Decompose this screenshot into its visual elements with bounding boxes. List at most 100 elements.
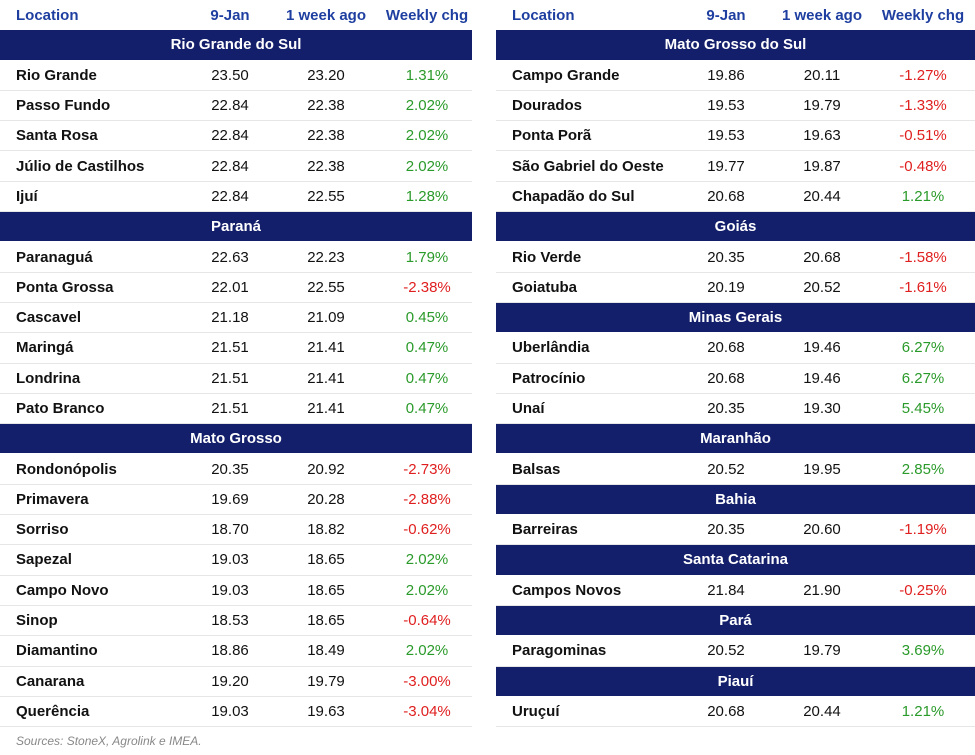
location-cell: Dourados — [512, 97, 583, 115]
location-cell: Rio Grande — [16, 66, 97, 84]
value-cell: 22.84 — [211, 187, 249, 205]
location-cell: Júlio de Castilhos — [16, 157, 145, 175]
value-cell: 22.84 — [211, 157, 249, 175]
value-cell: 20.68 — [707, 339, 745, 357]
value-cell: 18.53 — [211, 612, 249, 630]
region-header: Minas Gerais — [496, 302, 975, 334]
column-header: Weekly chg — [385, 6, 469, 24]
value-cell: 19.63 — [803, 127, 841, 145]
value-cell: 23.20 — [307, 66, 345, 84]
value-cell: 18.70 — [211, 521, 249, 539]
value-cell: 19.03 — [211, 551, 249, 569]
value-cell: -0.51% — [899, 127, 947, 145]
value-cell: 19.30 — [803, 400, 841, 417]
location-cell: Santa Rosa — [16, 127, 98, 145]
value-cell: 20.28 — [307, 490, 345, 508]
value-cell: 19.79 — [803, 642, 841, 660]
location-cell: Querência — [16, 702, 90, 720]
value-cell: 21.41 — [307, 339, 345, 357]
value-cell: 19.79 — [307, 672, 345, 690]
value-cell: -2.73% — [403, 460, 451, 478]
region-header: Mato Grosso — [0, 424, 472, 455]
value-cell: 19.86 — [707, 66, 745, 84]
value-cell: 20.60 — [803, 521, 841, 539]
value-cell: 22.84 — [211, 127, 249, 145]
value-cell: 2.02% — [405, 642, 449, 660]
data-row: Ponta Grossa 22.01 22.55 -2.38% — [0, 273, 472, 303]
location-cell: Ijuí — [16, 187, 38, 205]
location-cell: Cascavel — [16, 309, 82, 327]
data-row: Júlio de Castilhos 22.84 22.38 2.02% — [0, 151, 472, 182]
value-cell: 2.02% — [405, 127, 449, 145]
data-row: Rondonópolis 20.35 20.92 -2.73% — [0, 454, 472, 485]
value-cell: 0.45% — [405, 309, 449, 327]
data-row: Diamantino 18.86 18.49 2.02% — [0, 636, 472, 667]
value-cell: 2.02% — [405, 97, 449, 115]
location-cell: Ponta Porã — [512, 127, 592, 145]
header-row: Location 9-Jan 1 week ago Weekly chg — [496, 0, 975, 30]
value-cell: 21.51 — [211, 400, 249, 417]
value-cell: 19.53 — [707, 97, 745, 115]
value-cell: 21.51 — [211, 339, 249, 357]
data-row: Canarana 19.20 19.79 -3.00% — [0, 667, 472, 697]
value-cell: 20.68 — [707, 702, 745, 720]
value-cell: 18.65 — [307, 612, 345, 630]
value-cell: 19.46 — [803, 369, 841, 387]
data-row: Balsas 20.52 19.95 2.85% — [496, 454, 975, 485]
value-cell: 20.19 — [707, 278, 745, 296]
data-row: Sorriso 18.70 18.82 -0.62% — [0, 515, 472, 546]
data-row: Londrina 21.51 21.41 0.47% — [0, 364, 472, 394]
value-cell: 6.27% — [901, 339, 945, 357]
column-header: Location — [16, 6, 79, 24]
value-cell: 20.52 — [707, 460, 745, 478]
value-cell: 20.44 — [803, 702, 841, 720]
value-cell: 22.55 — [307, 278, 345, 296]
value-cell: 20.35 — [211, 460, 249, 478]
value-cell: 20.35 — [707, 521, 745, 539]
value-cell: 0.47% — [405, 369, 449, 387]
location-cell: Barreiras — [512, 521, 578, 539]
value-cell: -1.61% — [899, 278, 947, 296]
data-row: Unaí 20.35 19.30 5.45% — [496, 394, 975, 425]
data-row: Passo Fundo 22.84 22.38 2.02% — [0, 91, 472, 122]
data-row: Uruçuí 20.68 20.44 1.21% — [496, 697, 975, 728]
value-cell: 20.44 — [803, 187, 841, 205]
value-cell: 20.11 — [803, 66, 841, 84]
region-header: Piauí — [496, 666, 975, 697]
region-header: Maranhão — [496, 424, 975, 455]
value-cell: 22.63 — [211, 248, 249, 266]
value-cell: 18.82 — [307, 521, 345, 539]
location-cell: Campo Grande — [512, 66, 620, 84]
location-cell: Canarana — [16, 672, 85, 690]
value-cell: 2.85% — [901, 460, 945, 478]
value-cell: 22.23 — [307, 248, 345, 266]
column-header: 1 week ago — [781, 6, 863, 24]
value-cell: 19.03 — [211, 581, 249, 599]
value-cell: 21.90 — [803, 581, 841, 599]
location-cell: Pato Branco — [16, 400, 105, 417]
data-row: Ponta Porã 19.53 19.63 -0.51% — [496, 121, 975, 152]
region-header: Paraná — [0, 212, 472, 243]
location-cell: Unaí — [512, 400, 545, 417]
location-cell: Sapezal — [16, 551, 72, 569]
value-cell: 19.77 — [707, 157, 745, 175]
value-cell: 22.38 — [307, 97, 345, 115]
value-cell: 0.47% — [405, 339, 449, 357]
location-cell: Diamantino — [16, 642, 98, 660]
value-cell: -3.04% — [403, 702, 451, 720]
location-cell: Uruçuí — [512, 702, 560, 720]
value-cell: 19.63 — [307, 702, 345, 720]
value-cell: 21.84 — [707, 581, 745, 599]
location-cell: Ponta Grossa — [16, 278, 114, 296]
data-row: Santa Rosa 22.84 22.38 2.02% — [0, 121, 472, 152]
data-row: Sinop 18.53 18.65 -0.64% — [0, 606, 472, 637]
region-header: Rio Grande do Sul — [0, 30, 472, 61]
value-cell: 22.01 — [211, 278, 249, 296]
region-header: Goiás — [496, 212, 975, 243]
value-cell: 3.69% — [901, 642, 945, 660]
column-header: Weekly chg — [881, 6, 965, 24]
value-cell: -3.00% — [403, 672, 451, 690]
value-cell: 20.52 — [707, 642, 745, 660]
value-cell: 19.87 — [803, 157, 841, 175]
